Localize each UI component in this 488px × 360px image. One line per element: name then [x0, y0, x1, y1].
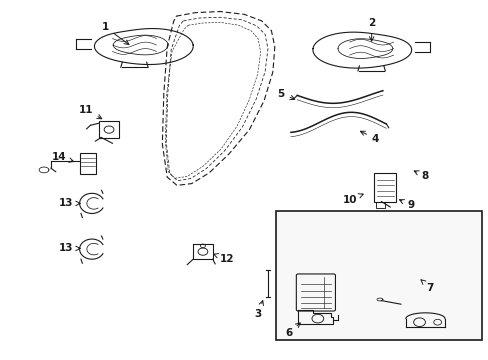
Text: 10: 10	[342, 194, 363, 205]
Text: 13: 13	[59, 243, 80, 253]
Bar	[375, 202, 385, 208]
Text: 3: 3	[254, 301, 263, 319]
Bar	[80, 153, 96, 174]
Text: 13: 13	[59, 198, 80, 208]
Text: 8: 8	[413, 171, 428, 181]
Text: 11: 11	[78, 105, 102, 119]
Text: 12: 12	[213, 254, 234, 264]
Text: 2: 2	[367, 18, 374, 41]
Text: 6: 6	[285, 323, 300, 338]
Text: 7: 7	[420, 280, 433, 293]
Text: 1: 1	[102, 22, 129, 45]
Text: 4: 4	[360, 131, 379, 144]
Text: 14: 14	[51, 152, 73, 162]
Bar	[99, 121, 119, 138]
Bar	[276, 211, 481, 340]
Text: 9: 9	[399, 200, 413, 210]
Bar	[373, 173, 395, 202]
Text: 5: 5	[277, 89, 294, 100]
